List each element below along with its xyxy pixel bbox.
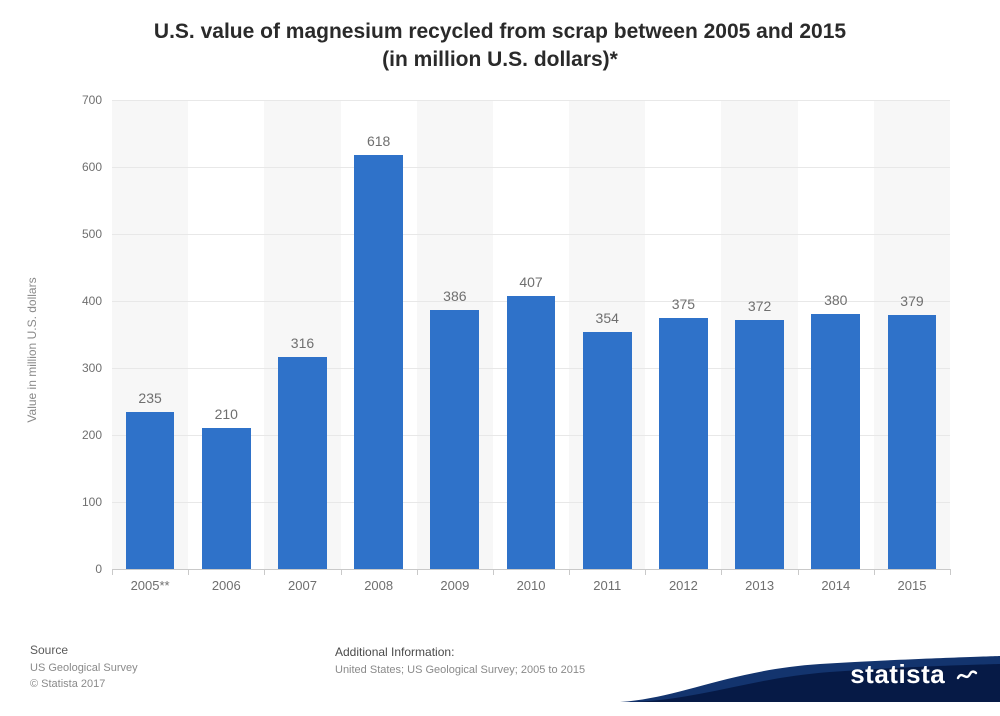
bars-container: 2352005**2102006316200761820083862009407… (112, 100, 950, 569)
bar: 235 (126, 412, 175, 569)
bar-value-label: 386 (443, 288, 466, 304)
x-category-label: 2012 (669, 578, 698, 593)
y-tick-label: 300 (82, 361, 102, 375)
bar-slot: 4072010 (493, 100, 569, 569)
x-tick-mark (417, 569, 418, 575)
x-tick-mark (798, 569, 799, 575)
x-tick-mark (493, 569, 494, 575)
logo-text: statista (850, 659, 945, 689)
x-category-label: 2010 (517, 578, 546, 593)
bar-value-label: 372 (748, 298, 771, 314)
bar-value-label: 354 (596, 310, 619, 326)
bar-slot: 3722013 (722, 100, 798, 569)
x-tick-mark (264, 569, 265, 575)
bar-slot: 3802014 (798, 100, 874, 569)
additional-heading: Additional Information: (335, 644, 585, 661)
bar-value-label: 375 (672, 296, 695, 312)
bar: 386 (430, 310, 479, 569)
x-tick-mark (874, 569, 875, 575)
bar-value-label: 380 (824, 292, 847, 308)
x-tick-mark (341, 569, 342, 575)
x-category-label: 2009 (440, 578, 469, 593)
chart-area: Value in million U.S. dollars 2352005**2… (40, 90, 960, 610)
bar: 380 (811, 314, 860, 569)
x-tick-mark (950, 569, 951, 575)
source-heading: Source (30, 642, 138, 659)
footer: Source US Geological Survey © Statista 2… (30, 640, 1000, 702)
bar: 316 (278, 357, 327, 569)
bar-slot: 2352005** (112, 100, 188, 569)
bar-value-label: 618 (367, 133, 390, 149)
bar: 379 (888, 315, 937, 569)
x-tick-mark (188, 569, 189, 575)
x-category-label: 2005** (131, 578, 170, 593)
y-tick-label: 700 (82, 93, 102, 107)
bar-slot: 2102006 (188, 100, 264, 569)
x-category-label: 2008 (364, 578, 393, 593)
source-line-2: © Statista 2017 (30, 677, 138, 692)
bar-value-label: 235 (138, 390, 161, 406)
additional-info-block: Additional Information: United States; U… (335, 644, 585, 678)
title-line-1: U.S. value of magnesium recycled from sc… (40, 18, 960, 46)
bar-slot: 3792015 (874, 100, 950, 569)
y-tick-label: 100 (82, 495, 102, 509)
bar-slot: 3752012 (645, 100, 721, 569)
additional-line: United States; US Geological Survey; 200… (335, 663, 585, 678)
x-category-label: 2015 (898, 578, 927, 593)
bar-value-label: 407 (519, 274, 542, 290)
bar-value-label: 210 (215, 406, 238, 422)
bar: 618 (354, 155, 403, 569)
bar-slot: 3162007 (264, 100, 340, 569)
bar: 372 (735, 320, 784, 569)
y-axis-label: Value in million U.S. dollars (25, 277, 39, 422)
bar-value-label: 316 (291, 335, 314, 351)
source-line-1: US Geological Survey (30, 661, 138, 676)
x-tick-mark (721, 569, 722, 575)
bar-slot: 6182008 (341, 100, 417, 569)
y-tick-label: 500 (82, 227, 102, 241)
x-category-label: 2013 (745, 578, 774, 593)
x-category-label: 2014 (821, 578, 850, 593)
logo-wave-icon (956, 664, 978, 686)
x-tick-mark (569, 569, 570, 575)
y-tick-label: 0 (95, 562, 102, 576)
bar: 407 (507, 296, 556, 569)
y-tick-label: 200 (82, 428, 102, 442)
y-tick-label: 400 (82, 294, 102, 308)
bar: 375 (659, 318, 708, 569)
source-block: Source US Geological Survey © Statista 2… (30, 642, 138, 692)
x-tick-mark (645, 569, 646, 575)
bar-value-label: 379 (900, 293, 923, 309)
x-category-label: 2007 (288, 578, 317, 593)
chart-title: U.S. value of magnesium recycled from sc… (0, 0, 1000, 83)
plot-region: 2352005**2102006316200761820083862009407… (112, 100, 950, 570)
x-tick-mark (112, 569, 113, 575)
bar: 354 (583, 332, 632, 569)
x-category-label: 2011 (593, 578, 621, 593)
bar-slot: 3542011 (569, 100, 645, 569)
bar-slot: 3862009 (417, 100, 493, 569)
statista-logo: statista (850, 659, 978, 690)
y-tick-label: 600 (82, 160, 102, 174)
title-line-2: (in million U.S. dollars)* (40, 46, 960, 74)
x-category-label: 2006 (212, 578, 241, 593)
bar: 210 (202, 428, 251, 569)
